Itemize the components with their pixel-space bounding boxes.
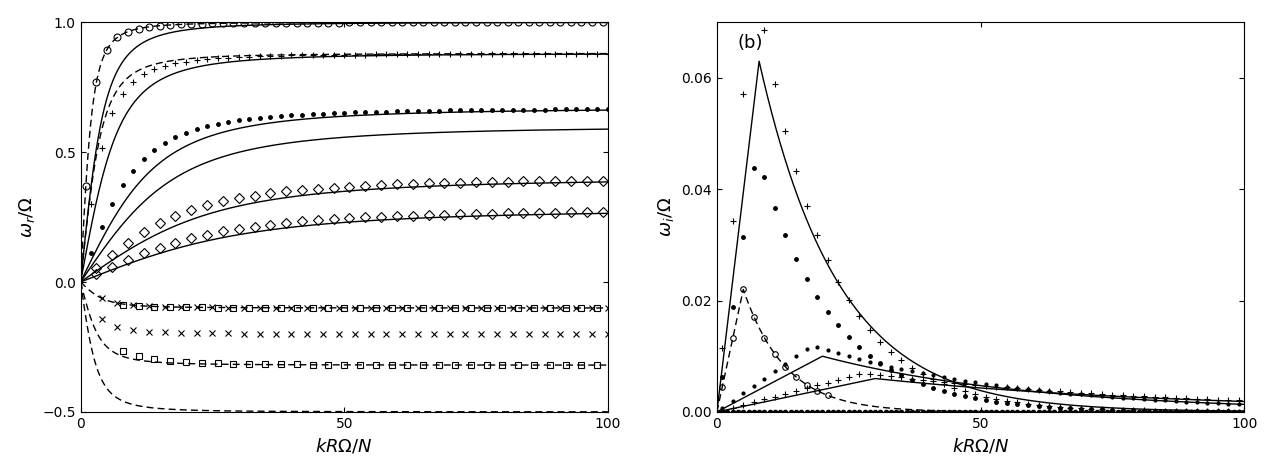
Y-axis label: $\omega_i/\Omega$: $\omega_i/\Omega$: [656, 197, 675, 237]
Text: (b): (b): [738, 34, 763, 52]
X-axis label: $kR\Omega/N$: $kR\Omega/N$: [952, 436, 1009, 455]
Y-axis label: $\omega_r/\Omega$: $\omega_r/\Omega$: [17, 196, 37, 238]
X-axis label: $kR\Omega/N$: $kR\Omega/N$: [316, 436, 373, 455]
